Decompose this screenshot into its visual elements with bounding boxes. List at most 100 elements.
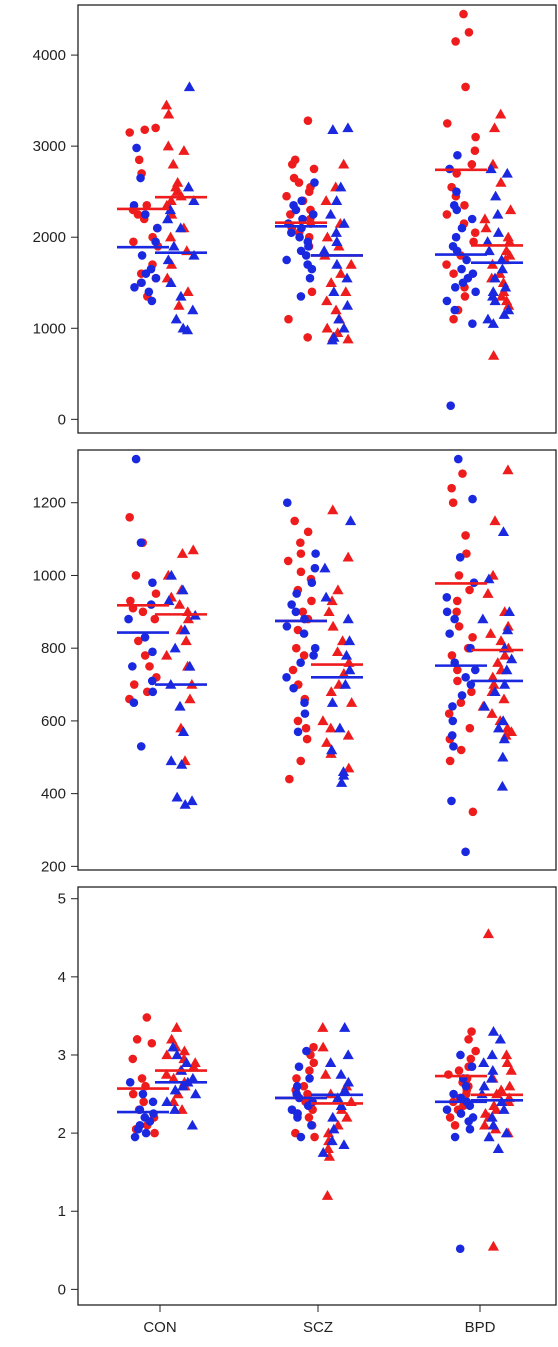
- data-point-circle: [301, 251, 311, 260]
- data-point-circle: [445, 1113, 455, 1122]
- data-point-circle: [142, 201, 152, 210]
- data-point-triangle: [186, 1119, 198, 1130]
- data-point-circle: [304, 1113, 314, 1122]
- data-point-circle: [151, 273, 161, 283]
- data-point-triangle: [496, 263, 509, 274]
- data-point-triangle: [345, 258, 357, 269]
- data-point-triangle: [318, 245, 330, 256]
- data-point-triangle: [317, 1147, 329, 1157]
- data-point-triangle: [162, 254, 174, 265]
- data-point-circle: [466, 1054, 476, 1064]
- data-point-circle: [309, 1042, 318, 1052]
- data-point-circle: [128, 1054, 138, 1064]
- data-point-triangle: [482, 588, 494, 598]
- data-point-circle: [141, 269, 151, 278]
- data-point-circle: [445, 629, 454, 638]
- data-point-triangle: [339, 1084, 351, 1095]
- data-point-circle: [450, 305, 460, 315]
- data-point-triangle: [335, 181, 347, 192]
- data-point-circle: [311, 549, 320, 558]
- data-point-circle: [452, 187, 461, 196]
- data-point-circle: [299, 629, 309, 638]
- data-point-triangle: [332, 584, 344, 595]
- data-point-circle: [291, 205, 301, 215]
- data-point-triangle: [344, 664, 356, 675]
- data-point-triangle: [478, 1057, 490, 1067]
- data-point-circle: [449, 269, 458, 278]
- data-point-triangle: [167, 1041, 179, 1052]
- data-point-circle: [470, 228, 480, 237]
- data-point-triangle: [325, 277, 337, 287]
- data-point-circle: [455, 1244, 465, 1254]
- data-point-triangle: [338, 217, 350, 228]
- data-point-triangle: [160, 99, 173, 110]
- data-point-circle: [444, 1070, 453, 1079]
- data-point-triangle: [492, 657, 504, 667]
- data-point-triangle: [163, 595, 175, 606]
- data-point-circle: [462, 255, 471, 265]
- data-point-triangle: [160, 1068, 173, 1079]
- data-point-triangle: [482, 313, 494, 324]
- data-point-circle: [130, 282, 139, 292]
- data-point-circle: [303, 333, 312, 342]
- y-tick-label: 3: [58, 1047, 66, 1064]
- data-point-circle: [460, 292, 470, 301]
- data-point-circle: [452, 607, 461, 617]
- data-point-triangle: [165, 569, 178, 580]
- data-point-circle: [468, 319, 477, 329]
- y-tick-label: 800: [41, 640, 66, 657]
- data-point-triangle: [338, 668, 350, 678]
- data-point-triangle: [178, 145, 190, 155]
- data-point-circle: [153, 223, 162, 233]
- data-point-circle: [471, 132, 480, 142]
- data-point-circle: [453, 665, 462, 675]
- data-point-triangle: [490, 1104, 502, 1114]
- data-point-triangle: [495, 635, 507, 646]
- data-point-triangle: [182, 181, 195, 192]
- data-point-triangle: [487, 1240, 500, 1251]
- data-point-circle: [131, 571, 141, 580]
- data-point-triangle: [340, 649, 353, 660]
- data-point-circle: [457, 223, 467, 233]
- data-point-circle: [125, 1078, 135, 1087]
- data-point-triangle: [488, 122, 501, 133]
- data-point-triangle: [161, 649, 173, 660]
- data-point-triangle: [321, 1190, 334, 1200]
- data-point-triangle: [323, 1150, 336, 1161]
- data-point-circle: [282, 255, 291, 265]
- data-point-circle: [307, 287, 317, 297]
- data-point-triangle: [489, 515, 501, 526]
- data-point-circle: [460, 201, 469, 210]
- data-point-triangle: [187, 544, 199, 555]
- y-tick-label: 200: [41, 858, 66, 875]
- data-point-circle: [462, 549, 471, 558]
- data-point-circle: [442, 119, 452, 128]
- data-point-triangle: [342, 122, 354, 133]
- data-point-triangle: [162, 213, 174, 224]
- data-point-triangle: [325, 1057, 337, 1067]
- data-point-circle: [307, 1120, 316, 1130]
- data-point-circle: [139, 1097, 148, 1107]
- data-point-triangle: [167, 158, 179, 169]
- data-point-triangle: [492, 722, 505, 733]
- data-point-circle: [147, 296, 157, 306]
- data-point-circle: [138, 1089, 148, 1099]
- data-point-circle: [455, 552, 465, 562]
- data-point-circle: [149, 1109, 158, 1118]
- x-axis: CON SCZ BPD: [143, 1305, 496, 1336]
- data-point-triangle: [483, 573, 495, 584]
- data-point-triangle: [477, 613, 489, 624]
- data-point-triangle: [504, 1080, 516, 1091]
- data-point-triangle: [171, 1049, 183, 1060]
- data-point-triangle: [321, 231, 334, 242]
- panel-bottom: 0 1 2 3 4 5: [58, 886, 557, 1306]
- data-point-triangle: [321, 295, 333, 306]
- data-point-triangle: [490, 190, 502, 201]
- data-point-triangle: [168, 1072, 180, 1083]
- data-point-circle: [458, 278, 468, 288]
- data-point-triangle: [489, 272, 501, 283]
- data-point-circle: [444, 709, 454, 718]
- data-point-triangle: [333, 313, 345, 324]
- data-point-triangle: [170, 181, 182, 192]
